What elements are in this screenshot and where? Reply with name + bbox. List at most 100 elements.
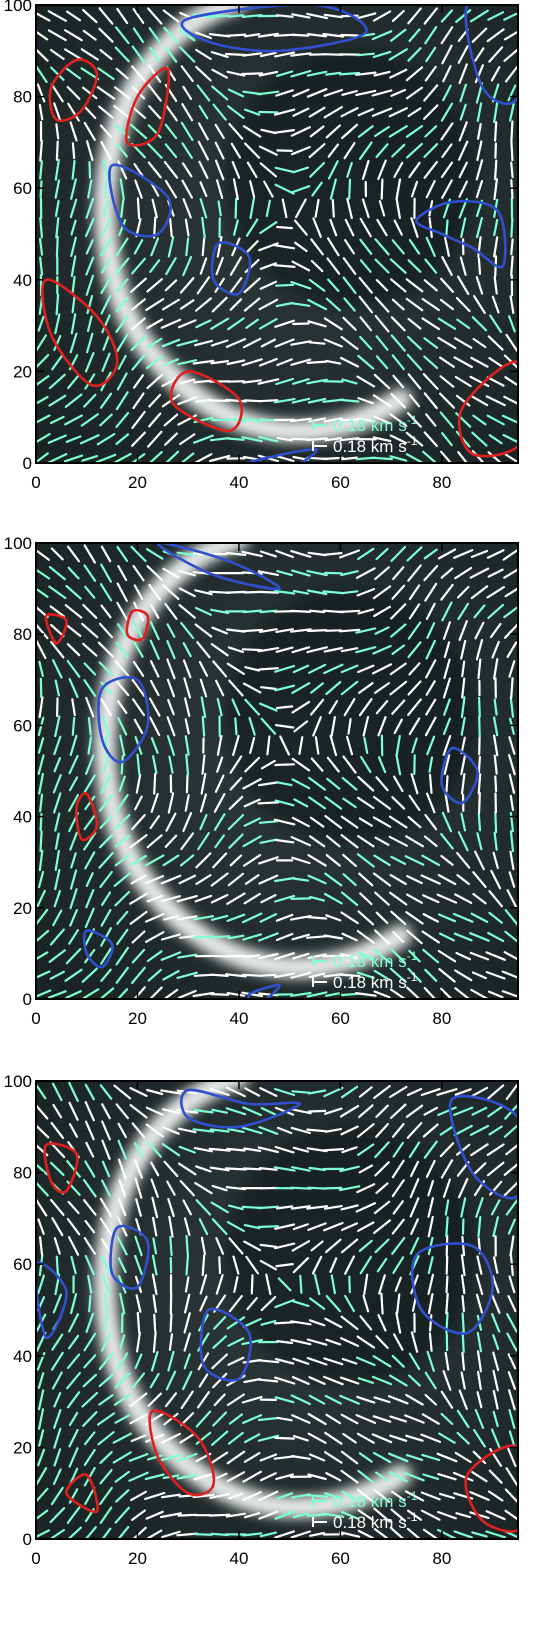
vector-cyan	[306, 1513, 328, 1518]
vector-white	[274, 319, 295, 328]
vector-white	[390, 392, 407, 409]
vector-cyan	[276, 569, 293, 577]
vector-white	[178, 587, 196, 598]
vector-cyan	[290, 1394, 311, 1406]
vector-white	[445, 1255, 449, 1275]
vector-cyan	[36, 889, 46, 908]
vector-cyan	[133, 1142, 144, 1158]
vector-white	[423, 431, 438, 447]
vector-cyan	[407, 47, 422, 62]
vector-white	[394, 1276, 402, 1293]
vector-white	[325, 124, 341, 139]
vector-white	[486, 28, 505, 43]
vector-cyan	[149, 620, 160, 641]
vector-white	[458, 620, 468, 642]
vector-white	[340, 1337, 360, 1348]
vector-white	[184, 697, 191, 718]
vector-cyan	[115, 314, 130, 333]
vector-white	[131, 317, 146, 331]
vector-white	[275, 628, 294, 634]
vector-white	[116, 582, 128, 603]
vector-cyan	[373, 969, 391, 981]
vector-cyan	[375, 335, 389, 351]
vector-cyan	[101, 314, 111, 334]
vector-cyan	[144, 854, 165, 867]
vector-cyan	[36, 414, 51, 424]
vector-cyan	[423, 143, 439, 159]
vector-white	[160, 318, 182, 329]
vector-cyan	[293, 798, 309, 808]
vector-white	[98, 105, 114, 119]
vector-cyan	[291, 778, 311, 790]
vector-white	[242, 1470, 262, 1483]
vector-white	[290, 1126, 311, 1135]
vector-white	[182, 811, 193, 833]
vector-white	[307, 1432, 327, 1444]
vector-white	[391, 1122, 405, 1138]
vector-white	[66, 545, 81, 563]
vector-white	[338, 973, 361, 978]
vector-cyan	[130, 854, 147, 866]
vector-cyan	[38, 1254, 44, 1277]
contour-red	[41, 278, 119, 388]
vector-cyan	[178, 1145, 196, 1154]
vector-white	[216, 179, 224, 200]
vector-cyan	[372, 50, 392, 59]
vector-cyan	[290, 991, 312, 997]
vector-cyan	[291, 302, 311, 307]
vector-cyan	[405, 124, 424, 138]
vector-white	[260, 973, 277, 977]
vector-white	[276, 1339, 294, 1345]
vector-cyan	[343, 297, 356, 312]
vector-cyan	[213, 813, 226, 831]
vector-white	[66, 643, 81, 657]
vector-white	[225, 398, 247, 403]
vector-white	[307, 854, 327, 867]
vector-white	[373, 1488, 391, 1503]
vector-white	[274, 51, 296, 58]
vector-white	[477, 658, 482, 680]
vector-cyan	[241, 417, 263, 423]
vector-white	[199, 257, 208, 275]
plot-area: 0.18 km s-10.18 km s-1	[36, 1081, 518, 1539]
vector-white	[274, 1145, 295, 1154]
vector-white	[160, 1089, 182, 1095]
vector-white	[308, 835, 326, 848]
vector-cyan	[473, 604, 486, 619]
vector-cyan	[375, 1471, 389, 1482]
vector-cyan	[37, 754, 45, 775]
vector-white	[133, 986, 146, 999]
vector-white	[310, 698, 325, 716]
vector-white	[96, 86, 116, 100]
vector-white	[211, 1472, 228, 1481]
vector-white	[150, 1178, 159, 1198]
vector-white	[476, 1391, 483, 1409]
vector-cyan	[176, 971, 198, 980]
vector-white	[389, 413, 408, 427]
vector-cyan	[508, 1408, 516, 1430]
vector-cyan	[411, 737, 418, 754]
vector-white	[99, 1197, 113, 1218]
vector-white	[440, 583, 454, 601]
vector-cyan	[340, 1510, 359, 1520]
vector-white	[341, 932, 358, 942]
vector-cyan	[324, 1492, 343, 1500]
vector-white	[358, 872, 374, 887]
vector-white	[373, 681, 391, 695]
vector-white	[308, 341, 326, 345]
vector-white	[198, 660, 209, 677]
vector-white	[249, 180, 256, 199]
vector-white	[324, 1127, 343, 1133]
vector-white	[374, 836, 390, 846]
vector-cyan	[69, 1292, 78, 1315]
vector-white	[473, 295, 486, 315]
vector-white	[354, 991, 377, 997]
vector-white	[180, 1390, 194, 1410]
vector-cyan	[130, 545, 147, 563]
vector-cyan	[460, 716, 466, 736]
vector-white	[132, 392, 145, 410]
vector-cyan	[100, 294, 112, 315]
vector-white	[393, 161, 404, 178]
vector-cyan	[53, 334, 62, 352]
x-tick-label: 60	[331, 473, 350, 492]
